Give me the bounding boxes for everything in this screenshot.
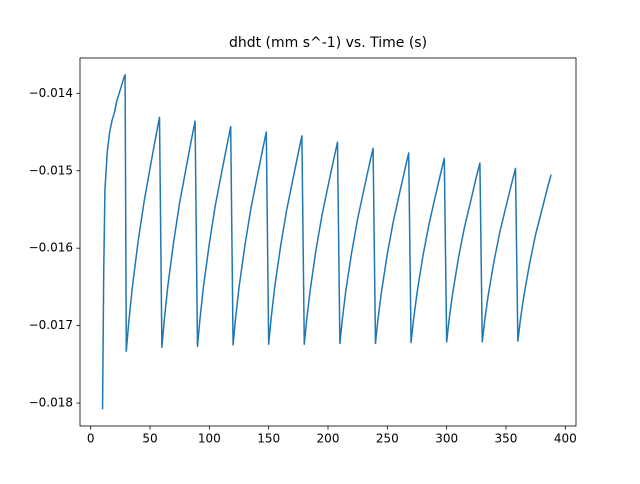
plot-frame bbox=[79, 57, 577, 427]
y-tick-label: −0.015 bbox=[29, 163, 73, 177]
x-tick-label: 150 bbox=[257, 432, 280, 446]
x-tick-label: 250 bbox=[376, 432, 399, 446]
x-tick-label: 350 bbox=[495, 432, 518, 446]
y-tick-label: −0.014 bbox=[29, 86, 73, 100]
chart-title: dhdt (mm s^-1) vs. Time (s) bbox=[229, 35, 427, 51]
x-tick-label: 400 bbox=[554, 432, 577, 446]
y-tick-label: −0.016 bbox=[29, 241, 73, 255]
x-tick-label: 50 bbox=[142, 432, 157, 446]
y-tick-label: −0.017 bbox=[29, 318, 73, 332]
x-tick-label: 100 bbox=[198, 432, 221, 446]
data-line bbox=[101, 73, 552, 410]
x-tick-label: 300 bbox=[435, 432, 458, 446]
y-tick-label: −0.018 bbox=[29, 396, 73, 410]
x-tick-label: 200 bbox=[317, 432, 340, 446]
x-tick-label: 0 bbox=[87, 432, 95, 446]
